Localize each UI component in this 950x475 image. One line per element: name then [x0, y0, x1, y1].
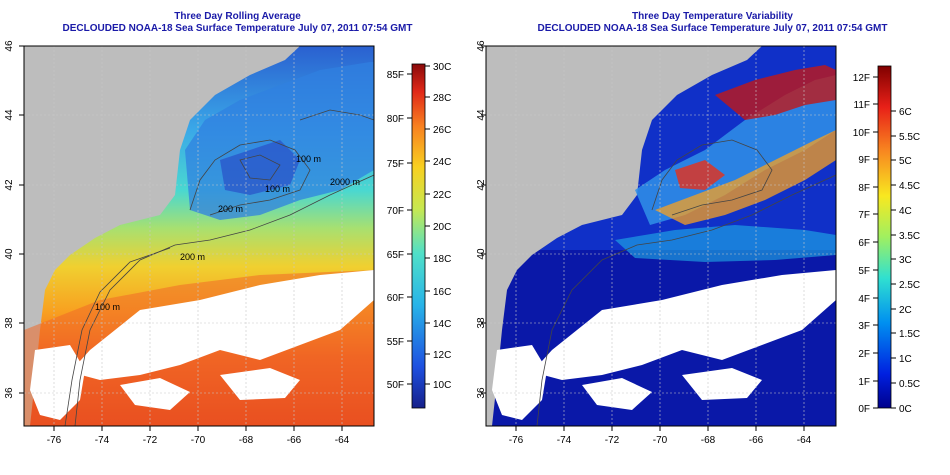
sst-average-panel: Three Day Rolling Average DECLOUDED NOAA… — [4, 11, 451, 446]
colorbar-f-label: 80F — [387, 114, 404, 125]
colorbar-f-label: 85F — [387, 70, 404, 81]
contour-label: 100 m — [265, 184, 290, 194]
x-tick-label: -72 — [605, 435, 620, 446]
colorbar-c-label: 1.5C — [899, 329, 920, 340]
sst-variability-map: -76 -74 -72 -70 -68 -66 -64 36 38 40 42 … — [476, 40, 920, 446]
y-tick-label: 38 — [4, 317, 15, 329]
x-tick-label: -66 — [749, 435, 764, 446]
colorbar-f-label: 2F — [858, 349, 870, 360]
y-tick-label: 44 — [4, 109, 15, 121]
colorbar-f-label: 50F — [387, 380, 404, 391]
colorbar-c-label: 18C — [433, 254, 451, 265]
colorbar-c-label: 6C — [899, 107, 912, 118]
contour-label: 200 m — [218, 204, 243, 214]
x-tick-label: -64 — [335, 435, 350, 446]
colorbar-c-label: 28C — [433, 93, 451, 104]
colorbar-c-label: 4C — [899, 206, 912, 217]
colorbar-c-label: 4.5C — [899, 181, 920, 192]
sst-average-map: 100 m 2000 m 100 m 200 m 200 m 100 m -76… — [4, 40, 451, 446]
colorbar-c-label: 20C — [433, 222, 451, 233]
y-tick-label: 36 — [4, 387, 15, 399]
contour-label: 2000 m — [330, 177, 360, 187]
x-tick-label: -68 — [239, 435, 254, 446]
x-tick-label: -66 — [287, 435, 302, 446]
y-tick-label: 46 — [476, 40, 487, 52]
colorbar-f-label: 8F — [858, 183, 870, 194]
colorbar-c-label: 0.5C — [899, 379, 920, 390]
colorbar-c-label: 16C — [433, 287, 451, 298]
y-tick-label: 42 — [476, 179, 487, 191]
colorbar-c-label: 30C — [433, 62, 451, 73]
contour-label: 100 m — [95, 302, 120, 312]
colorbar-c-label: 2C — [899, 305, 912, 316]
colorbar-c-label: 12C — [433, 350, 451, 361]
colorbar-c-label: 10C — [433, 380, 451, 391]
colorbar-c-label: 3.5C — [899, 231, 920, 242]
colorbar — [877, 65, 892, 409]
colorbar-f-label: 12F — [853, 73, 870, 84]
x-tick-label: -76 — [47, 435, 62, 446]
colorbar — [411, 63, 426, 409]
panel-subtitle: DECLOUDED NOAA-18 Sea Surface Temperatur… — [537, 23, 888, 34]
colorbar-c-label: 1C — [899, 354, 912, 365]
colorbar-f-label: 65F — [387, 250, 404, 261]
sst-variability-panel: Three Day Temperature Variability DECLOU… — [475, 0, 950, 475]
y-tick-label: 42 — [4, 179, 15, 191]
colorbar-c-label: 0C — [899, 404, 912, 415]
colorbar-c-label: 3C — [899, 255, 912, 266]
x-tick-label: -76 — [509, 435, 524, 446]
y-tick-label: 36 — [476, 387, 487, 399]
colorbar-f-label: 4F — [858, 294, 870, 305]
y-tick-label: 46 — [4, 40, 15, 52]
colorbar-f-label: 3F — [858, 321, 870, 332]
colorbar-f-label: 1F — [858, 377, 870, 388]
panel-subtitle: DECLOUDED NOAA-18 Sea Surface Temperatur… — [62, 23, 413, 34]
x-tick-label: -64 — [797, 435, 812, 446]
x-tick-label: -74 — [95, 435, 110, 446]
x-tick-label: -74 — [557, 435, 572, 446]
colorbar-c-label: 14C — [433, 319, 451, 330]
colorbar-f-label: 10F — [853, 128, 870, 139]
colorbar-f-label: 55F — [387, 337, 404, 348]
y-tick-label: 40 — [4, 248, 15, 260]
colorbar-c-label: 22C — [433, 190, 451, 201]
y-tick-label: 40 — [476, 248, 487, 260]
colorbar-f-label: 70F — [387, 206, 404, 217]
x-tick-label: -70 — [653, 435, 668, 446]
x-tick-label: -72 — [143, 435, 158, 446]
colorbar-c-label: 5.5C — [899, 132, 920, 143]
colorbar-f-label: 60F — [387, 293, 404, 304]
panel-title: Three Day Temperature Variability — [632, 11, 793, 22]
colorbar-f-label: 11F — [854, 100, 871, 111]
colorbar-c-label: 2.5C — [899, 280, 920, 291]
colorbar-f-label: 9F — [858, 155, 870, 166]
colorbar-f-label: 0F — [858, 404, 870, 415]
colorbar-f-label: 7F — [858, 210, 870, 221]
contour-label: 100 m — [296, 154, 321, 164]
colorbar-f-label: 75F — [387, 159, 404, 170]
x-tick-label: -70 — [191, 435, 206, 446]
y-tick-label: 38 — [476, 317, 487, 329]
colorbar-f-label: 6F — [858, 238, 870, 249]
colorbar-c-label: 5C — [899, 156, 912, 167]
colorbar-c-label: 26C — [433, 125, 451, 136]
contour-label: 200 m — [180, 252, 205, 262]
x-tick-label: -68 — [701, 435, 716, 446]
y-tick-label: 44 — [476, 109, 487, 121]
panel-title: Three Day Rolling Average — [174, 11, 301, 22]
colorbar-f-label: 5F — [858, 266, 870, 277]
colorbar-c-label: 24C — [433, 157, 451, 168]
